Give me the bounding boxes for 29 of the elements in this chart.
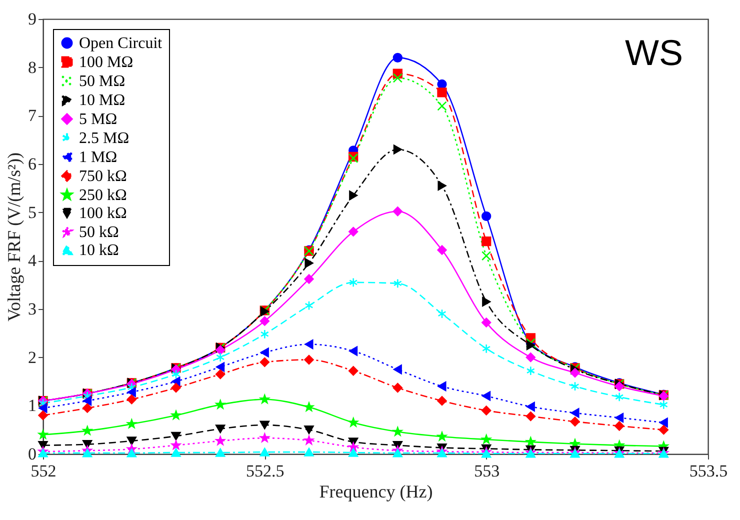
legend-label: 750 kΩ xyxy=(79,168,127,185)
y-tick-label: 6 xyxy=(28,154,36,174)
legend-label: 250 kΩ xyxy=(79,187,127,204)
y-tick-label: 0 xyxy=(28,444,36,464)
y-tick-label: 5 xyxy=(28,202,36,222)
y-tick-label: 1 xyxy=(28,396,36,416)
legend-label: 100 MΩ xyxy=(79,54,134,71)
y-tick-label: 4 xyxy=(28,251,37,270)
legend-label: 50 kΩ xyxy=(79,224,119,241)
x-tick-label: 553 xyxy=(474,462,500,480)
legend-label: 10 kΩ xyxy=(79,242,119,259)
x-tick-label: 552.5 xyxy=(246,462,284,480)
legend-label: 10 MΩ xyxy=(79,92,126,109)
legend-label: Open Circuit xyxy=(79,35,163,52)
legend-label: 1 MΩ xyxy=(79,149,118,166)
y-axis-title: Voltage FRF (V/(m/s²)) xyxy=(4,152,24,322)
y-tick-label: 7 xyxy=(28,106,37,126)
y-tick-label: 3 xyxy=(28,300,36,318)
legend-label: 50 MΩ xyxy=(79,73,126,90)
legend-label: 5 MΩ xyxy=(79,111,118,128)
x-tick-label: 553.5 xyxy=(689,462,728,480)
x-axis-title: Frequency (Hz) xyxy=(319,482,433,502)
x-tick-label: 552 xyxy=(30,462,56,480)
y-tick-label: 2 xyxy=(28,348,36,367)
legend-label: 100 kΩ xyxy=(79,205,127,222)
legend-label: 2.5 MΩ xyxy=(79,130,130,147)
y-tick-label: 9 xyxy=(28,10,36,28)
y-tick-label: 8 xyxy=(28,58,36,77)
annotation: WS xyxy=(625,32,683,73)
